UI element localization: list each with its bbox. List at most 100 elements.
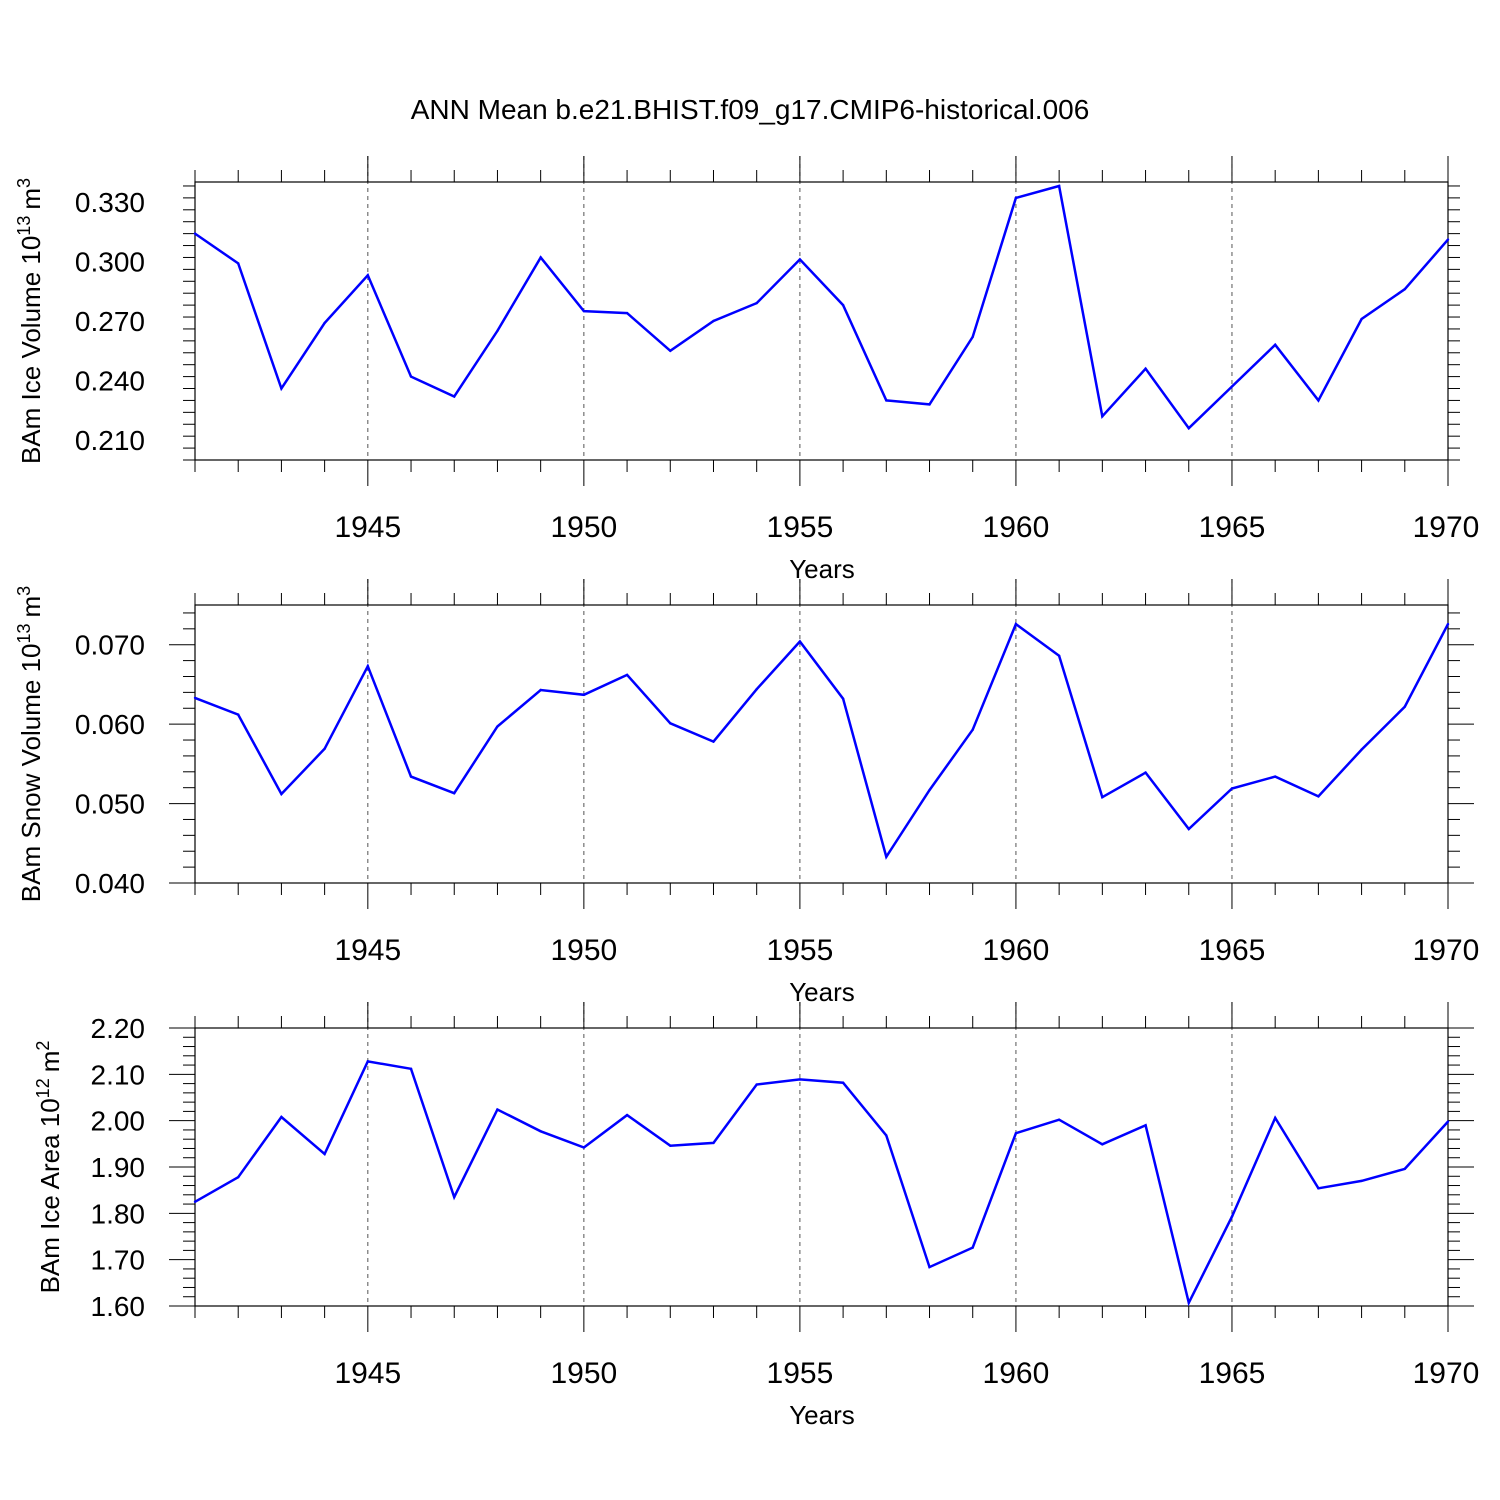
data-point <box>625 311 629 315</box>
y-axis-label: BAm Ice Volume 1013 m3 <box>14 178 46 464</box>
data-point <box>755 687 758 691</box>
data-point <box>669 1144 672 1147</box>
data-point <box>193 1200 197 1203</box>
data-point <box>1273 1116 1277 1120</box>
data-point <box>1403 1167 1406 1171</box>
data-point <box>323 321 326 325</box>
data-point <box>496 329 499 333</box>
data-point <box>971 335 974 339</box>
x-tick-label: 1955 <box>767 1357 834 1390</box>
x-tick-label: 1945 <box>334 934 401 967</box>
data-point <box>1101 796 1104 799</box>
y-tick-label: 0.040 <box>75 868 145 899</box>
y-tick-label: 1.80 <box>91 1198 146 1229</box>
data-point <box>841 303 845 307</box>
x-tick-label: 1945 <box>334 511 401 544</box>
y-axis-label: BAm Snow Volume 1013 m3 <box>14 586 46 902</box>
data-point <box>1057 654 1061 658</box>
data-point <box>237 1175 240 1179</box>
data-point <box>539 688 542 692</box>
data-point <box>409 375 413 378</box>
data-point <box>539 1130 542 1133</box>
x-axis-label: Years <box>789 1400 855 1430</box>
y-axis-label-ylabel-exp: 13 <box>14 623 34 643</box>
data-point <box>1144 1124 1147 1127</box>
data-point <box>1101 1143 1104 1146</box>
data-point <box>798 258 802 261</box>
data-point <box>193 696 197 700</box>
y-axis-label-ylabel-unit: m <box>35 1051 65 1073</box>
data-point <box>237 262 240 265</box>
data-point <box>928 788 931 792</box>
data-point <box>409 775 413 778</box>
y-tick-label: 1.70 <box>91 1245 146 1276</box>
data-point <box>669 349 672 352</box>
data-point <box>366 1060 370 1063</box>
data-point <box>453 1195 456 1199</box>
chart-title: ANN Mean b.e21.BHIST.f09_g17.CMIP6-histo… <box>411 94 1090 125</box>
y-axis-label-ylabel-unit-exp: 2 <box>33 1041 53 1051</box>
y-tick-label: 1.90 <box>91 1152 146 1183</box>
data-point <box>323 747 326 750</box>
data-point <box>193 232 197 235</box>
data-point <box>366 274 370 277</box>
data-point <box>755 1083 758 1086</box>
data-point <box>1403 288 1406 291</box>
x-axis-label: Years <box>789 977 855 1007</box>
data-point <box>409 1067 413 1070</box>
data-point <box>1014 622 1018 626</box>
panel-2: 0.040 0.050 0.060 0.070 1945 1950 1955 1960 1965… <box>14 579 1479 1007</box>
y-tick-label: 2.10 <box>91 1059 146 1090</box>
data-point <box>280 1115 283 1119</box>
data-point <box>582 309 586 313</box>
y-axis-label-ylabel: BAm Ice Area 10 <box>35 1098 65 1293</box>
data-point <box>1446 622 1450 626</box>
data-point <box>928 403 931 406</box>
data-point <box>625 673 629 677</box>
y-axis-label-ylabel-unit: m <box>16 188 46 210</box>
x-tick-label: 1965 <box>1199 1357 1266 1390</box>
data-point <box>1187 827 1190 831</box>
y-axis-label-ylabel-unit-exp: 3 <box>14 178 34 188</box>
y-tick-label: 0.270 <box>75 306 145 337</box>
data-point <box>669 722 672 725</box>
data-point <box>496 1108 499 1111</box>
y-tick-label: 1.60 <box>91 1291 146 1322</box>
data-point <box>582 693 586 696</box>
series-line <box>194 622 1450 860</box>
data-point <box>1014 1131 1018 1135</box>
data-point <box>539 256 542 259</box>
x-tick-label: 1970 <box>1413 1357 1480 1390</box>
data-point <box>1403 705 1406 708</box>
data-point <box>1230 1215 1234 1218</box>
data-point <box>1144 367 1147 370</box>
data-point <box>1317 1187 1320 1190</box>
data-point <box>1446 1120 1450 1123</box>
data-point <box>1273 343 1277 347</box>
panel-3: 1.60 1.70 1.80 1.90 2.00 2.10 2.20 1945 1950 1955… <box>33 1002 1479 1430</box>
data-point <box>712 1141 715 1145</box>
x-tick-label: 1970 <box>1413 511 1480 544</box>
plot-frame <box>194 604 1449 884</box>
data-point <box>453 395 456 398</box>
data-point <box>712 740 715 743</box>
y-tick-label: 0.050 <box>75 789 145 820</box>
data-point <box>280 792 283 796</box>
data-point <box>1230 385 1234 388</box>
x-tick-label: 1965 <box>1199 511 1266 544</box>
data-point <box>755 301 758 305</box>
x-tick-label: 1960 <box>983 934 1050 967</box>
x-axis-label: Years <box>789 554 855 584</box>
data-point <box>496 725 499 728</box>
data-point <box>798 640 802 643</box>
data-point <box>1144 771 1147 774</box>
y-tick-label: 2.00 <box>91 1106 146 1137</box>
data-point <box>971 728 974 731</box>
data-point <box>1317 399 1320 402</box>
data-point <box>1446 238 1450 241</box>
data-point <box>1230 787 1234 790</box>
x-tick-label: 1965 <box>1199 934 1266 967</box>
data-point <box>1360 748 1363 751</box>
x-tick-label: 1960 <box>983 511 1050 544</box>
